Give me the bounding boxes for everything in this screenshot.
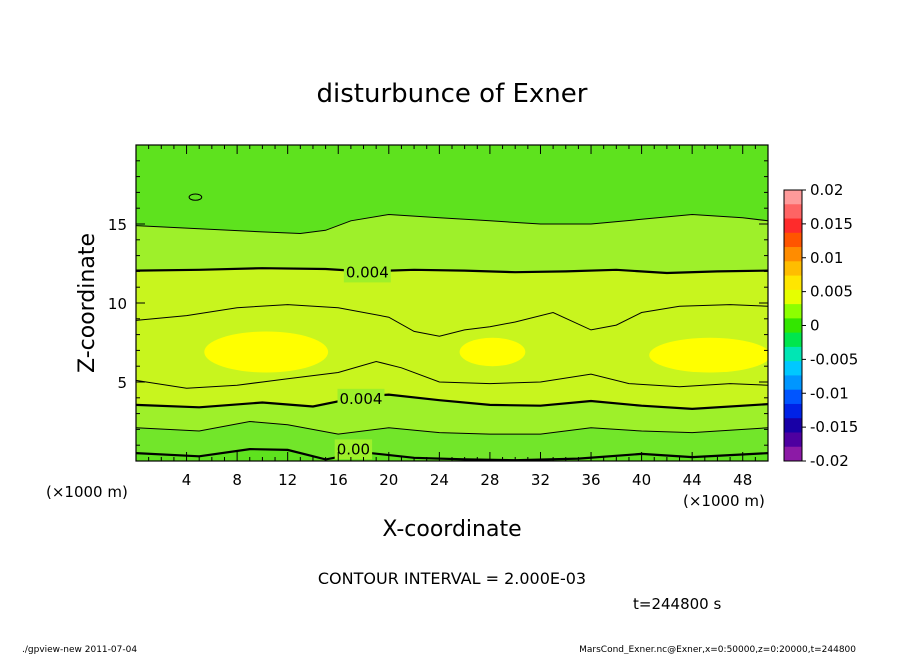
colorbar-label: 0.02	[810, 181, 843, 199]
x-tick-label: 48	[733, 471, 752, 489]
contour-band	[136, 268, 768, 337]
colorbar-swatch	[784, 275, 802, 291]
x-tick-label: 16	[329, 471, 348, 489]
colorbar-swatch	[784, 304, 802, 319]
colorbar: 0.02 0.015 0.01 0.005 0 -0.005 -0.01 -0.015 -0.0…	[783, 181, 858, 470]
contour-label-background	[334, 439, 373, 460]
colorbar-swatch	[784, 232, 802, 248]
contour-line	[136, 393, 768, 411]
contour-line	[136, 304, 768, 337]
colorbar-swatch	[784, 418, 802, 433]
x-tick-label: 44	[683, 471, 702, 489]
colorbar-swatch	[784, 190, 802, 205]
y-tick-label: 15	[108, 216, 127, 234]
colorbar-swatch	[784, 247, 802, 262]
y-axis-label: Z-coordinate	[75, 233, 100, 373]
x-tick-label: 36	[581, 471, 600, 489]
colorbar-label: -0.015	[810, 418, 858, 436]
footer-right: MarsCond_Exner.nc@Exner,x=0:50000,z=0:20…	[579, 645, 856, 654]
chart-title: disturbunce of Exner	[317, 79, 588, 109]
contour-maximum-region	[649, 337, 768, 373]
x-tick-label: 32	[531, 471, 550, 489]
contour-band	[136, 361, 768, 409]
x-unit-left: (×1000 m)	[46, 483, 128, 501]
contour-line	[136, 213, 768, 235]
colorbar-swatch	[784, 375, 802, 391]
colorbar-swatch	[784, 261, 802, 276]
colorbar-swatch	[784, 289, 802, 305]
colorbar-label: 0.015	[810, 215, 853, 233]
contour-maximum-region	[459, 337, 526, 367]
contour-label: 0.004	[346, 263, 389, 281]
colorbar-label: 0	[810, 317, 820, 335]
colorbar-swatch	[784, 403, 802, 419]
y-tick-label: 10	[108, 295, 127, 313]
x-tick-label: 28	[480, 471, 499, 489]
colorbar-swatch	[784, 446, 802, 462]
contour-closed-loop	[188, 193, 203, 201]
time-label: t=244800 s	[633, 595, 721, 613]
x-tick-label: 20	[379, 471, 398, 489]
contour-label: 0.00	[337, 440, 370, 458]
colorbar-swatch	[784, 218, 802, 234]
contour-line	[136, 420, 768, 435]
colorbar-swatch	[784, 346, 802, 362]
colorbar-swatch	[784, 361, 802, 376]
contour-label-background	[337, 388, 385, 409]
x-axis-label: X-coordinate	[382, 517, 521, 542]
x-tick-label: 24	[430, 471, 449, 489]
colorbar-label: 0.01	[810, 249, 843, 267]
contour-band	[136, 214, 768, 273]
colorbar-swatch	[784, 389, 802, 405]
y-tick-label: 5	[117, 374, 127, 392]
contour-maximum-region	[204, 331, 329, 373]
x-tick-label: 40	[632, 471, 651, 489]
colorbar-label: -0.02	[810, 452, 849, 470]
contour-label-background	[343, 262, 391, 283]
colorbar-label: -0.005	[810, 350, 858, 368]
colorbar-swatch	[784, 432, 802, 448]
colorbar-swatch	[784, 204, 802, 219]
colorbar-label: 0.005	[810, 283, 853, 301]
contour-band	[136, 394, 768, 435]
x-unit-right: (×1000 m)	[683, 492, 765, 510]
contour-label: 0.004	[340, 390, 383, 408]
colorbar-swatch	[784, 332, 802, 348]
contour-interval-text: CONTOUR INTERVAL = 2.000E-03	[318, 569, 586, 588]
x-tick-label: 8	[232, 471, 242, 489]
colorbar-swatch	[784, 318, 802, 334]
x-tick-label: 4	[182, 471, 192, 489]
plot-area	[136, 145, 768, 461]
footer-left: ./gpview-new 2011-07-04	[22, 645, 137, 654]
colorbar-label: -0.01	[810, 384, 849, 402]
x-tick-label: 12	[278, 471, 297, 489]
contour-line	[136, 267, 768, 275]
contour-line	[136, 360, 768, 389]
